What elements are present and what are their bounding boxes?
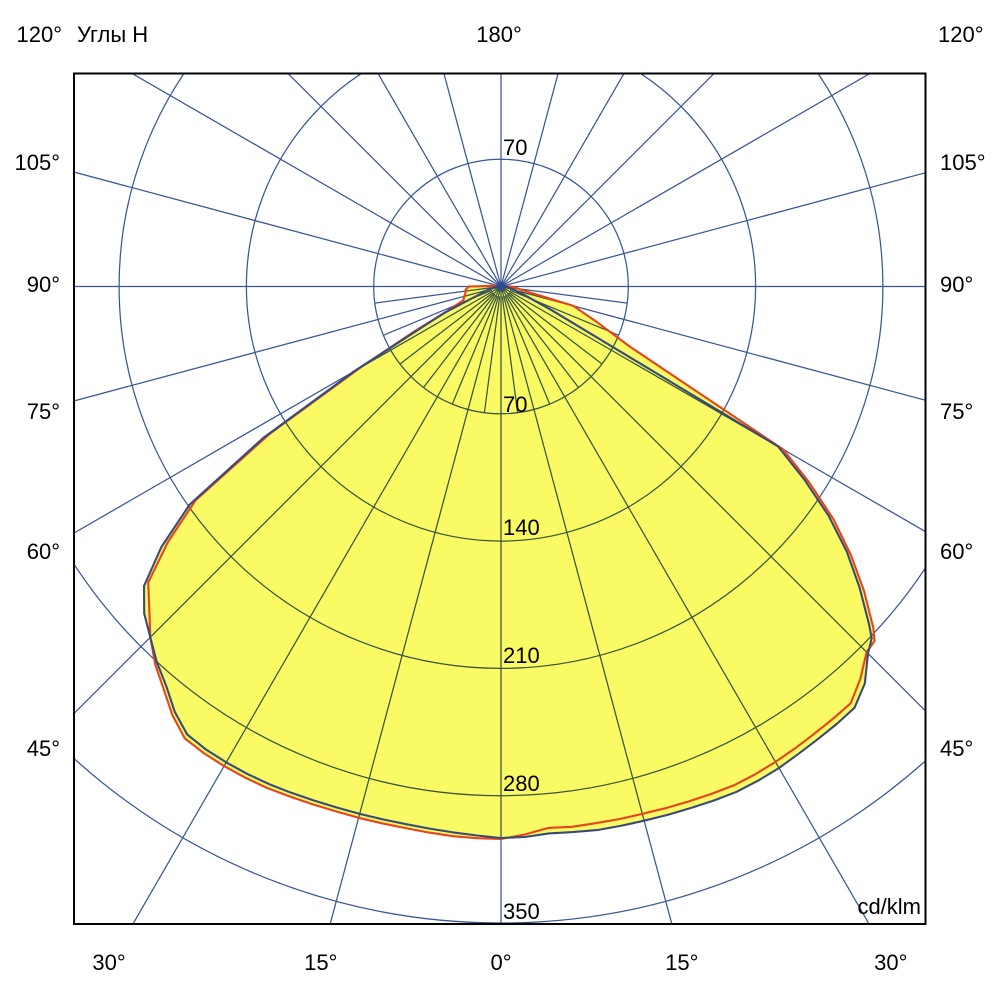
svg-text:60°: 60° <box>940 539 973 564</box>
svg-text:210: 210 <box>503 643 540 668</box>
svg-text:15°: 15° <box>304 950 337 975</box>
svg-text:120°: 120° <box>938 22 984 47</box>
svg-text:90°: 90° <box>940 272 973 297</box>
svg-text:Углы H: Углы H <box>77 22 148 47</box>
svg-text:280: 280 <box>503 771 540 796</box>
svg-text:350: 350 <box>503 899 540 924</box>
svg-text:105°: 105° <box>940 150 986 175</box>
svg-text:30°: 30° <box>92 950 125 975</box>
svg-text:105°: 105° <box>14 150 60 175</box>
svg-text:75°: 75° <box>940 399 973 424</box>
svg-text:15°: 15° <box>665 950 698 975</box>
svg-text:45°: 45° <box>940 736 973 761</box>
svg-text:120°: 120° <box>17 22 63 47</box>
svg-text:140: 140 <box>503 515 540 540</box>
svg-text:cd/klm: cd/klm <box>857 894 921 919</box>
svg-text:30°: 30° <box>874 950 907 975</box>
svg-text:75°: 75° <box>27 399 60 424</box>
svg-text:45°: 45° <box>27 736 60 761</box>
svg-text:60°: 60° <box>27 539 60 564</box>
svg-text:70: 70 <box>503 392 527 417</box>
svg-text:70: 70 <box>503 135 527 160</box>
svg-text:180°: 180° <box>476 22 522 47</box>
svg-text:0°: 0° <box>490 950 511 975</box>
svg-text:90°: 90° <box>27 272 60 297</box>
